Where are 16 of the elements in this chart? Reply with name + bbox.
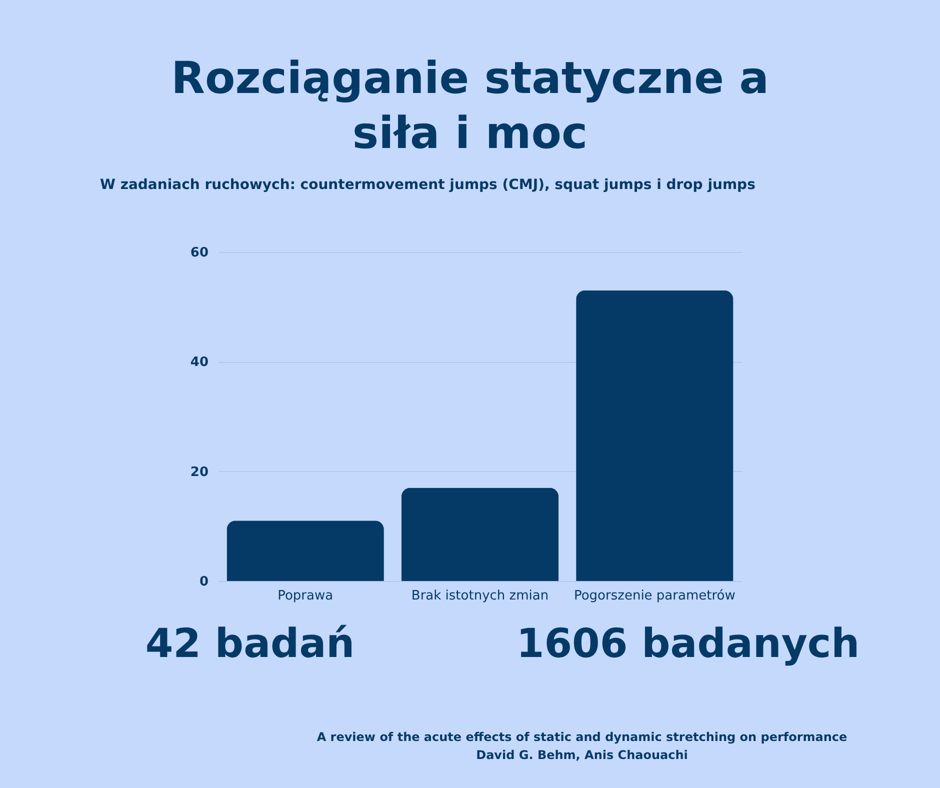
x-tick-label: Poprawa [278,588,334,604]
bar [576,290,734,581]
bar [401,488,559,581]
x-tick-label: Brak istotnych zmian [411,588,549,604]
x-tick-label: Pogorszenie parametrów [574,588,736,604]
y-tick-label: 20 [190,464,208,480]
y-tick-label: 60 [190,246,208,260]
text: 1606 badanych [516,621,860,667]
text: David G. Behm, Anis Chaouachi [476,748,688,762]
y-tick-label: 0 [199,574,208,590]
text: A review of the acute effects of static and dynamic stretching on performance [316,730,848,744]
text: 42 badań [145,621,355,667]
y-tick-label: 40 [190,355,208,370]
chart-subtitle: W zadaniach ruchowych: countermovement jumps (CMJ), squat jumps i drop jumps [100,177,756,193]
chart-title: Rozciąganie statyczne a siła i moc [171,53,769,159]
bar [226,520,384,581]
